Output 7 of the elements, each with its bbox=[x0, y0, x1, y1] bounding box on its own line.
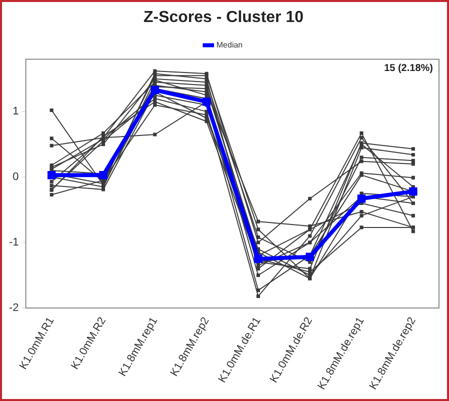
y-tick-label: 1 bbox=[12, 106, 19, 118]
y-tick-label: -1 bbox=[9, 236, 19, 249]
chart-title: Z-Scores - Cluster 10 bbox=[143, 9, 304, 26]
annotation: 15 (2.18%) bbox=[384, 62, 433, 74]
legend-label: Median bbox=[216, 40, 243, 50]
y-tick-label: -2 bbox=[9, 302, 19, 314]
y-tick-label: 0 bbox=[12, 171, 19, 184]
